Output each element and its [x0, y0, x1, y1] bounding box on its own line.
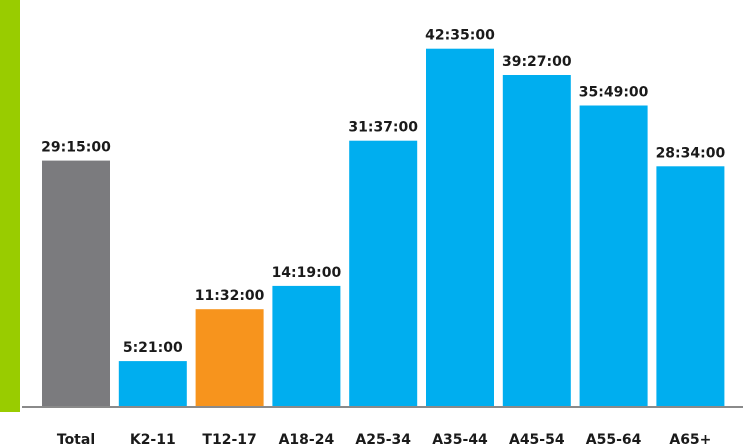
bar-a35-44	[426, 48, 494, 406]
bar-a45-54	[502, 75, 571, 406]
category-label-a35-44: A35-44	[432, 432, 488, 448]
category-label-k2-11: K2-11	[130, 432, 176, 448]
bar-a65-	[656, 166, 725, 406]
accent-stripe	[0, 0, 20, 412]
value-label-a25-34: 31:37:00	[348, 120, 418, 136]
value-label-a45-54: 39:27:00	[502, 54, 572, 70]
bar-t12-17	[195, 309, 264, 406]
bar-a55-64	[579, 105, 648, 406]
bars-layer	[42, 48, 725, 406]
category-label-a45-54: A45-54	[509, 432, 565, 448]
category-label-a18-24: A18-24	[279, 432, 335, 448]
value-label-a35-44: 42:35:00	[425, 28, 495, 44]
category-labels-layer: Total K2-11 T12-17 A18-24 A25-34 A35-44 A45-54…	[57, 432, 712, 448]
category-label-a25-34: A25-34	[355, 432, 411, 448]
bar-a25-34	[349, 140, 418, 406]
bar-k2-11	[118, 361, 187, 406]
bar-a18-24	[272, 285, 341, 406]
category-label-total: Total	[57, 432, 95, 448]
bar-total	[42, 160, 110, 406]
value-label-a18-24: 14:19:00	[272, 265, 342, 281]
category-label-a55-64: A55-64	[586, 432, 642, 448]
category-label-t12-17: T12-17	[202, 432, 256, 448]
value-label-a55-64: 35:49:00	[579, 85, 649, 101]
value-label-t12-17: 11:32:00	[195, 288, 265, 304]
value-labels-layer: 29:15:00 5:21:00 11:32:00 14:19:00 31:37:00 4…	[41, 28, 725, 356]
value-label-total: 29:15:00	[41, 140, 111, 156]
value-label-a65-: 28:34:00	[656, 145, 726, 161]
category-label-a65-: A65+	[669, 432, 711, 448]
value-label-k2-11: 5:21:00	[123, 340, 183, 356]
